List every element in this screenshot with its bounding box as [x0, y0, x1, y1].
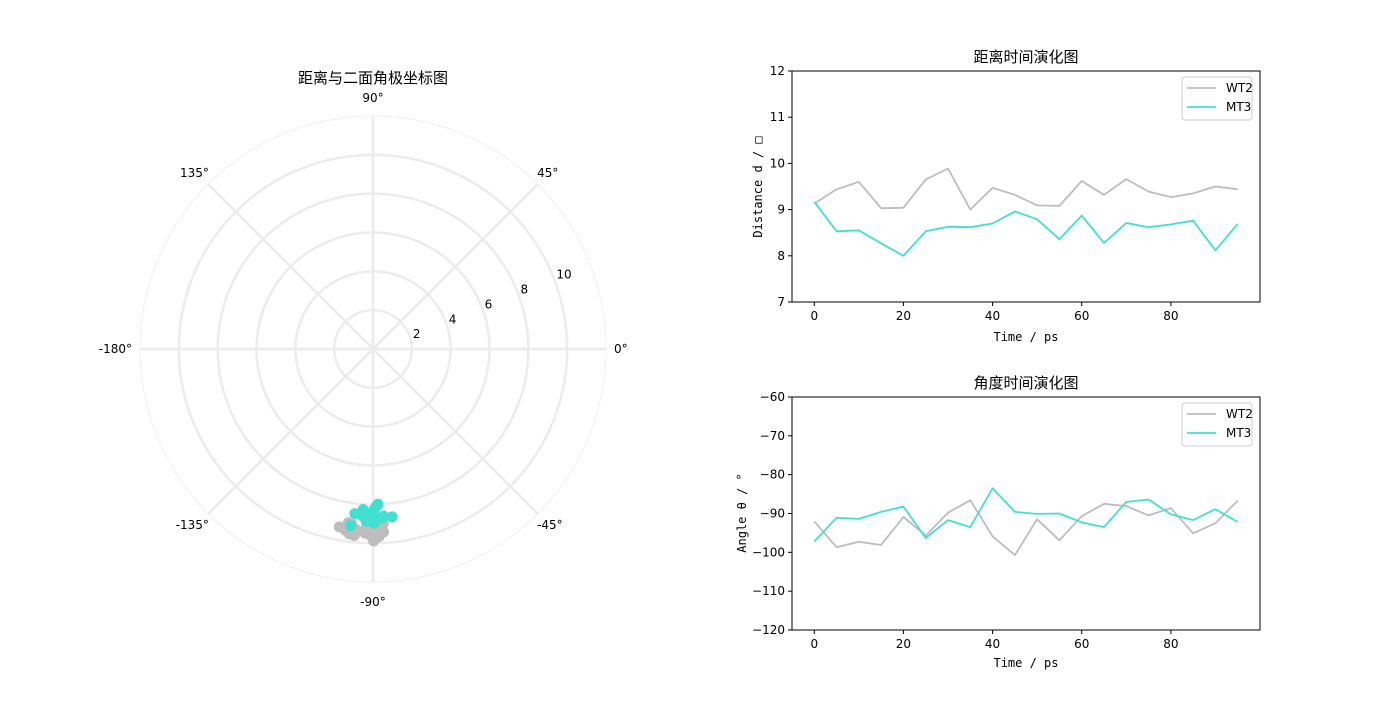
polar-point-wt2 [333, 521, 345, 533]
angle-series-lines [813, 487, 1239, 556]
polar-point-wt2 [378, 526, 390, 538]
distance-series-lines [813, 167, 1239, 257]
angle-x-tick-label: 0 [810, 637, 818, 651]
angle-line-wt2 [813, 499, 1239, 556]
polar-point-mt3 [345, 520, 357, 532]
polar-point-mt3 [361, 512, 373, 524]
polar-angle-tick-label: 45° [537, 166, 558, 180]
angle-legend-label-mt3: MT3 [1226, 426, 1251, 440]
angle-y-tick-label: −60 [760, 390, 785, 404]
angle-chart-title: 角度时间演化图 [973, 374, 1078, 392]
angle-y-tick-label: −120 [752, 623, 785, 637]
polar-point-mt3 [378, 510, 390, 522]
angle-x-axis-label: Time / ps [993, 656, 1058, 670]
angle-axes-frame [791, 396, 1261, 631]
polar-radial-tick-label: 10 [556, 268, 571, 282]
polar-point-wt2 [359, 527, 371, 539]
distance-legend-label-wt2: WT2 [1226, 81, 1253, 95]
distance-axis-ticks: 0 20 40 60 80 7 8 9 10 11 12 [770, 64, 1179, 323]
angle-x-tick-label: 20 [896, 637, 911, 651]
distance-x-tick-label: 80 [1163, 309, 1178, 323]
angle-y-tick-label: −110 [752, 584, 785, 598]
polar-grid-spoke [372, 183, 539, 350]
angle-legend-label-wt2: WT2 [1226, 407, 1253, 421]
angle-x-tick-label: 60 [1074, 637, 1089, 651]
polar-point-mt3 [386, 511, 398, 523]
distance-x-tick-label: 40 [985, 309, 1000, 323]
distance-x-tick-label: 0 [810, 309, 818, 323]
distance-line-mt3 [813, 201, 1239, 257]
angle-y-axis-label: Angle θ / ° [735, 473, 749, 552]
polar-chart-title: 距离与二面角极坐标图 [298, 69, 448, 87]
angle-y-tick-label: −70 [760, 429, 785, 443]
polar-radial-tick-label: 8 [521, 283, 529, 297]
distance-line-wt2 [813, 167, 1238, 211]
distance-y-tick-label: 9 [777, 203, 785, 217]
polar-radial-tick-labels: 2 4 6 8 10 [413, 268, 572, 341]
distance-y-tick-label: 12 [770, 64, 785, 78]
polar-grid-spoke [207, 183, 374, 350]
polar-grid-spoke [372, 348, 539, 515]
polar-angle-tick-label: 0° [614, 342, 628, 356]
distance-y-tick-label: 8 [777, 249, 785, 263]
polar-angle-tick-label: 90° [362, 91, 383, 105]
distance-axes-frame [791, 70, 1261, 303]
angle-x-tick-label: 40 [985, 637, 1000, 651]
angle-y-tick-label: −90 [760, 507, 785, 521]
distance-chart-title: 距离时间演化图 [973, 48, 1078, 66]
polar-grid-spoke [207, 348, 374, 515]
angle-y-tick-label: −100 [752, 545, 785, 559]
angle-axis-ticks: 0 20 40 60 80 −120 −110 −100 −90 −80 −70 −60 [752, 390, 1178, 651]
polar-angle-tick-label: -45° [537, 518, 563, 532]
polar-point-mt3 [370, 501, 382, 513]
distance-y-tick-label: 7 [777, 295, 785, 309]
distance-y-tick-label: 11 [770, 110, 785, 124]
polar-angle-tick-label: -180° [99, 342, 132, 356]
angle-line-mt3 [813, 487, 1239, 543]
polar-angle-tick-label: 135° [180, 166, 209, 180]
distance-chart: 距离时间演化图 0 20 40 60 80 7 8 9 10 11 12 Time / ps Dis… [751, 48, 1261, 344]
polar-chart: 距离与二面角极坐标图 0° 45° 90° 135° -180° -135° -90° -45… [99, 69, 628, 609]
distance-y-tick-label: 10 [770, 156, 785, 170]
polar-radial-tick-label: 2 [413, 327, 421, 341]
polar-angle-tick-labels: 0° 45° 90° 135° -180° -135° -90° -45° [99, 91, 628, 609]
angle-x-tick-label: 80 [1163, 637, 1178, 651]
distance-x-tick-label: 20 [896, 309, 911, 323]
polar-angle-tick-label: -135° [176, 518, 209, 532]
angle-chart: 角度时间演化图 0 20 40 60 80 −120 −110 −100 −90 −80 −70 −6… [735, 374, 1261, 670]
angle-y-tick-label: −80 [760, 468, 785, 482]
polar-radial-tick-label: 6 [485, 297, 493, 311]
distance-legend-label-mt3: MT3 [1226, 100, 1251, 114]
distance-y-axis-label: Distance d / □ [751, 136, 765, 237]
polar-scatter-points [333, 498, 398, 547]
polar-radial-tick-label: 4 [449, 312, 457, 326]
distance-x-axis-label: Time / ps [993, 330, 1058, 344]
polar-angle-tick-label: -90° [360, 595, 386, 609]
distance-x-tick-label: 60 [1074, 309, 1089, 323]
